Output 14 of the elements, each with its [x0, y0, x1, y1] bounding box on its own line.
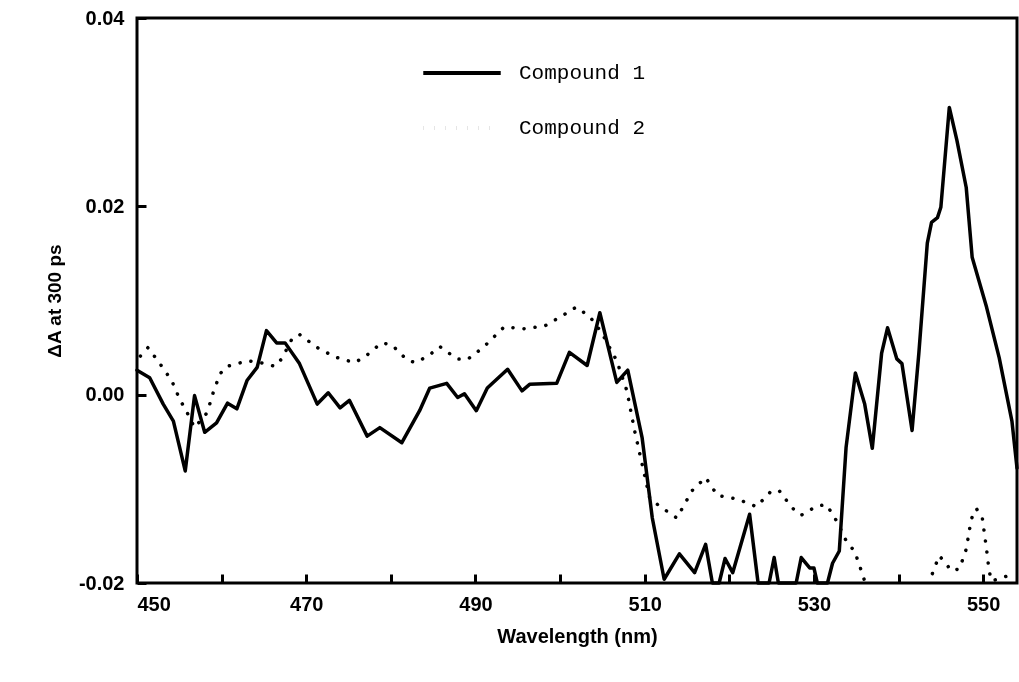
y-axis-title: ΔA at 300 ps — [43, 244, 65, 358]
y-tick-label: 0.04 — [85, 6, 126, 29]
legend-label: Compound 2 — [519, 117, 646, 140]
y-tick-label: 0.02 — [85, 194, 125, 217]
x-tick-label: 450 — [137, 592, 171, 615]
x-axis-title: Wavelength (nm) — [497, 624, 658, 647]
x-tick-label: 490 — [459, 592, 493, 615]
y-tick-label: 0.00 — [85, 383, 125, 406]
x-tick-label: 510 — [628, 592, 662, 615]
y-tick-label: -0.02 — [78, 571, 125, 594]
legend-label: Compound 1 — [519, 62, 646, 85]
x-tick-label: 470 — [290, 592, 324, 615]
x-tick-label: 550 — [966, 592, 1001, 615]
x-tick-label: 530 — [797, 592, 832, 615]
